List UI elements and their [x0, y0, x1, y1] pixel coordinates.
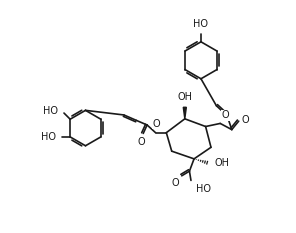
Text: OH: OH [215, 158, 230, 168]
Polygon shape [183, 107, 186, 119]
Text: O: O [222, 110, 229, 120]
Text: HO: HO [194, 19, 208, 29]
Text: O: O [242, 115, 250, 125]
Text: O: O [152, 119, 160, 129]
Text: HO: HO [43, 106, 58, 116]
Text: HO: HO [41, 132, 56, 142]
Text: OH: OH [177, 92, 192, 102]
Text: HO: HO [196, 184, 210, 193]
Text: O: O [171, 178, 179, 188]
Text: O: O [137, 137, 145, 147]
